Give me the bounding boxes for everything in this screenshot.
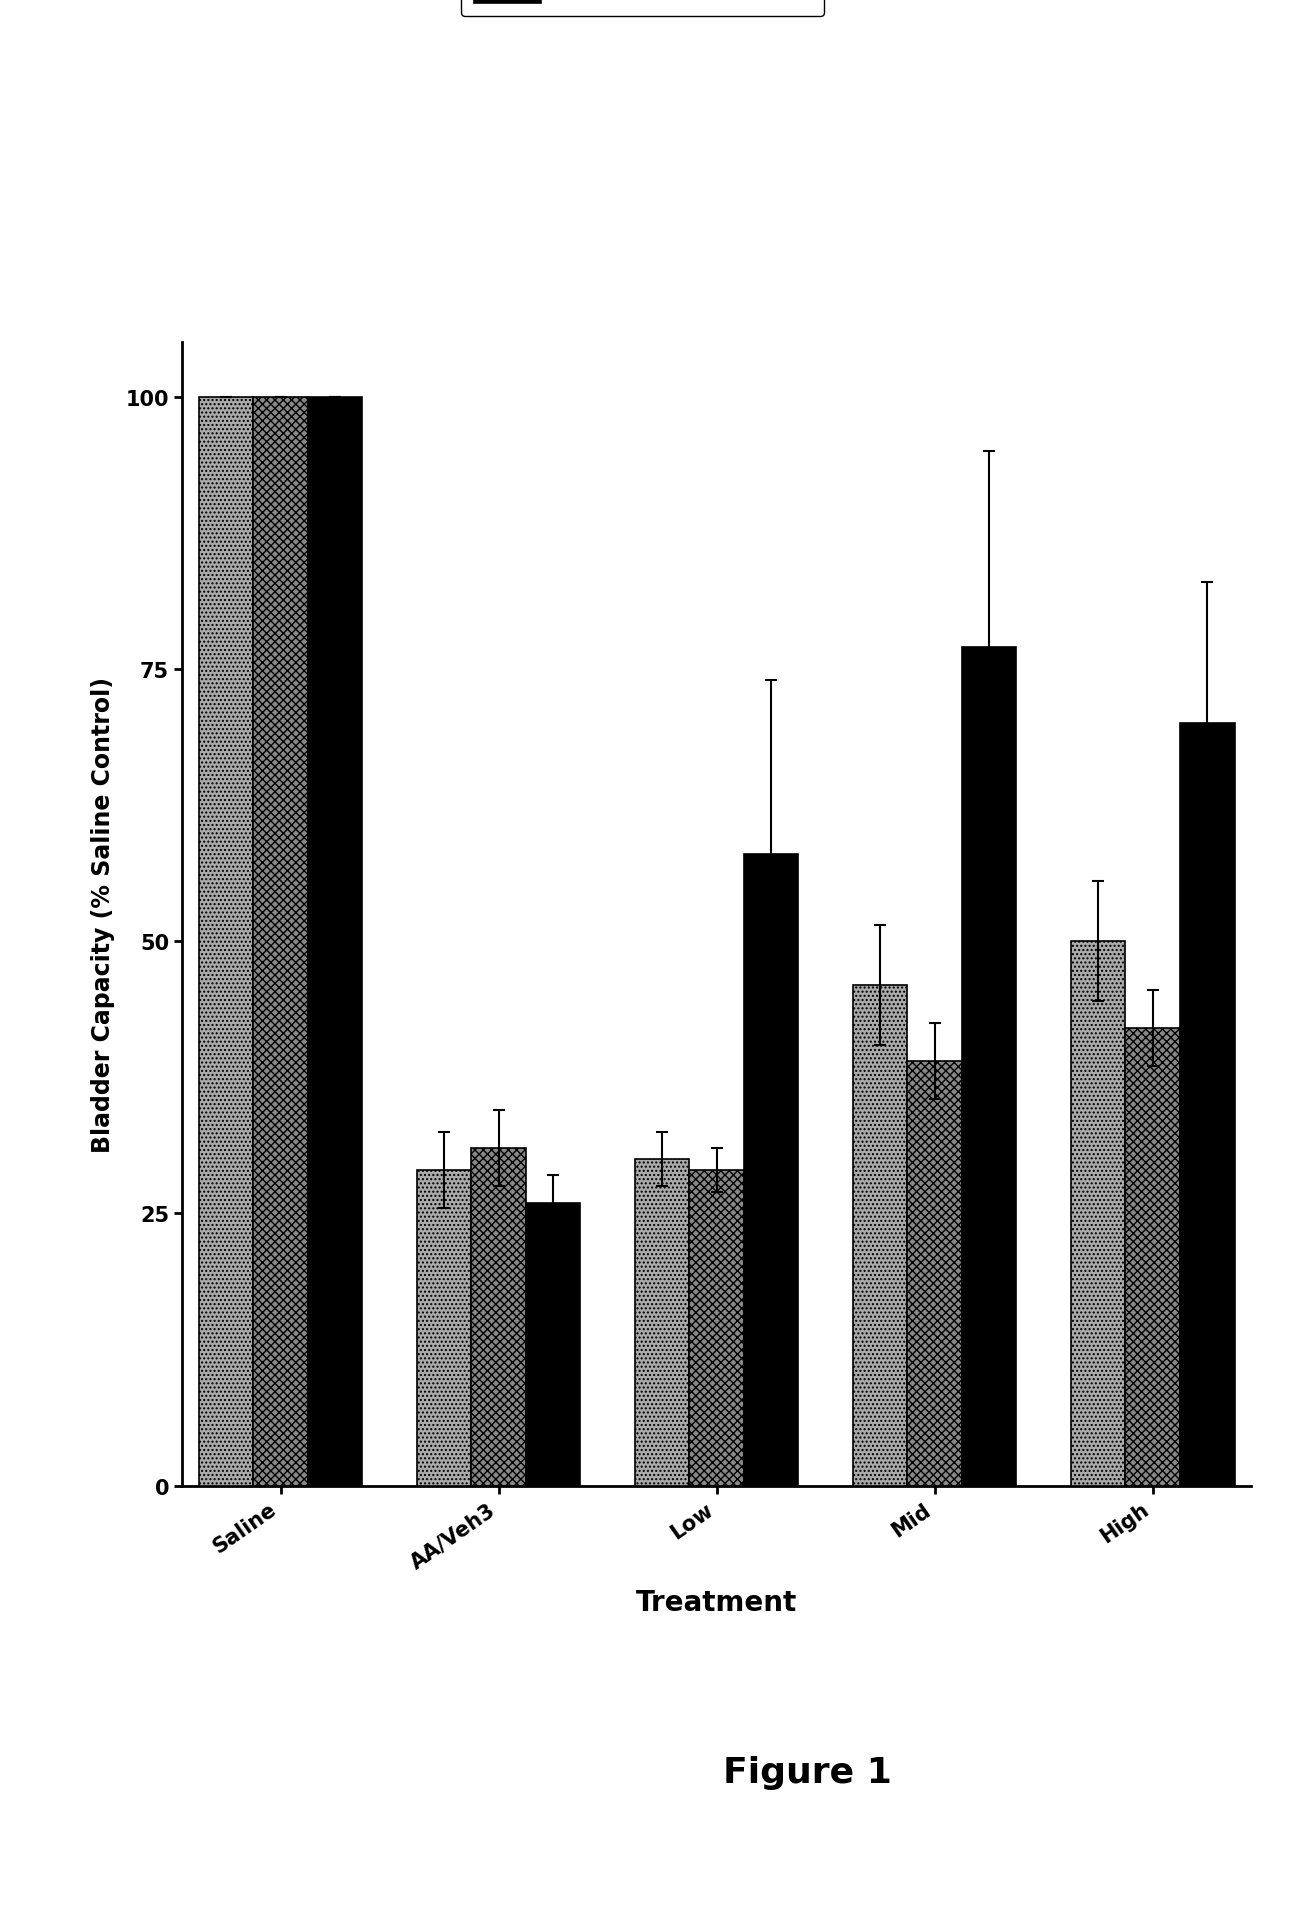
Bar — [635, 1160, 689, 1486]
Bar — [907, 1061, 962, 1486]
Legend: Gabapentin (n=11), Oxybutynin (n=13), Combination (n=11): Gabapentin (n=11), Oxybutynin (n=13), Co… — [461, 0, 825, 17]
X-axis label: Treatment: Treatment — [636, 1589, 797, 1617]
Text: Figure 1: Figure 1 — [723, 1755, 893, 1789]
Bar — [417, 1170, 472, 1486]
Bar — [253, 398, 308, 1486]
Bar — [472, 1149, 526, 1486]
Bar — [308, 398, 362, 1486]
Bar — [744, 855, 799, 1486]
Bar — [689, 1170, 744, 1486]
Bar — [1071, 941, 1126, 1486]
Bar — [853, 985, 907, 1486]
Bar — [526, 1202, 580, 1486]
Bar — [1126, 1029, 1181, 1486]
Bar — [962, 648, 1016, 1486]
Y-axis label: Bladder Capacity (% Saline Control): Bladder Capacity (% Saline Control) — [91, 676, 115, 1153]
Bar — [199, 398, 253, 1486]
Bar — [1181, 724, 1234, 1486]
